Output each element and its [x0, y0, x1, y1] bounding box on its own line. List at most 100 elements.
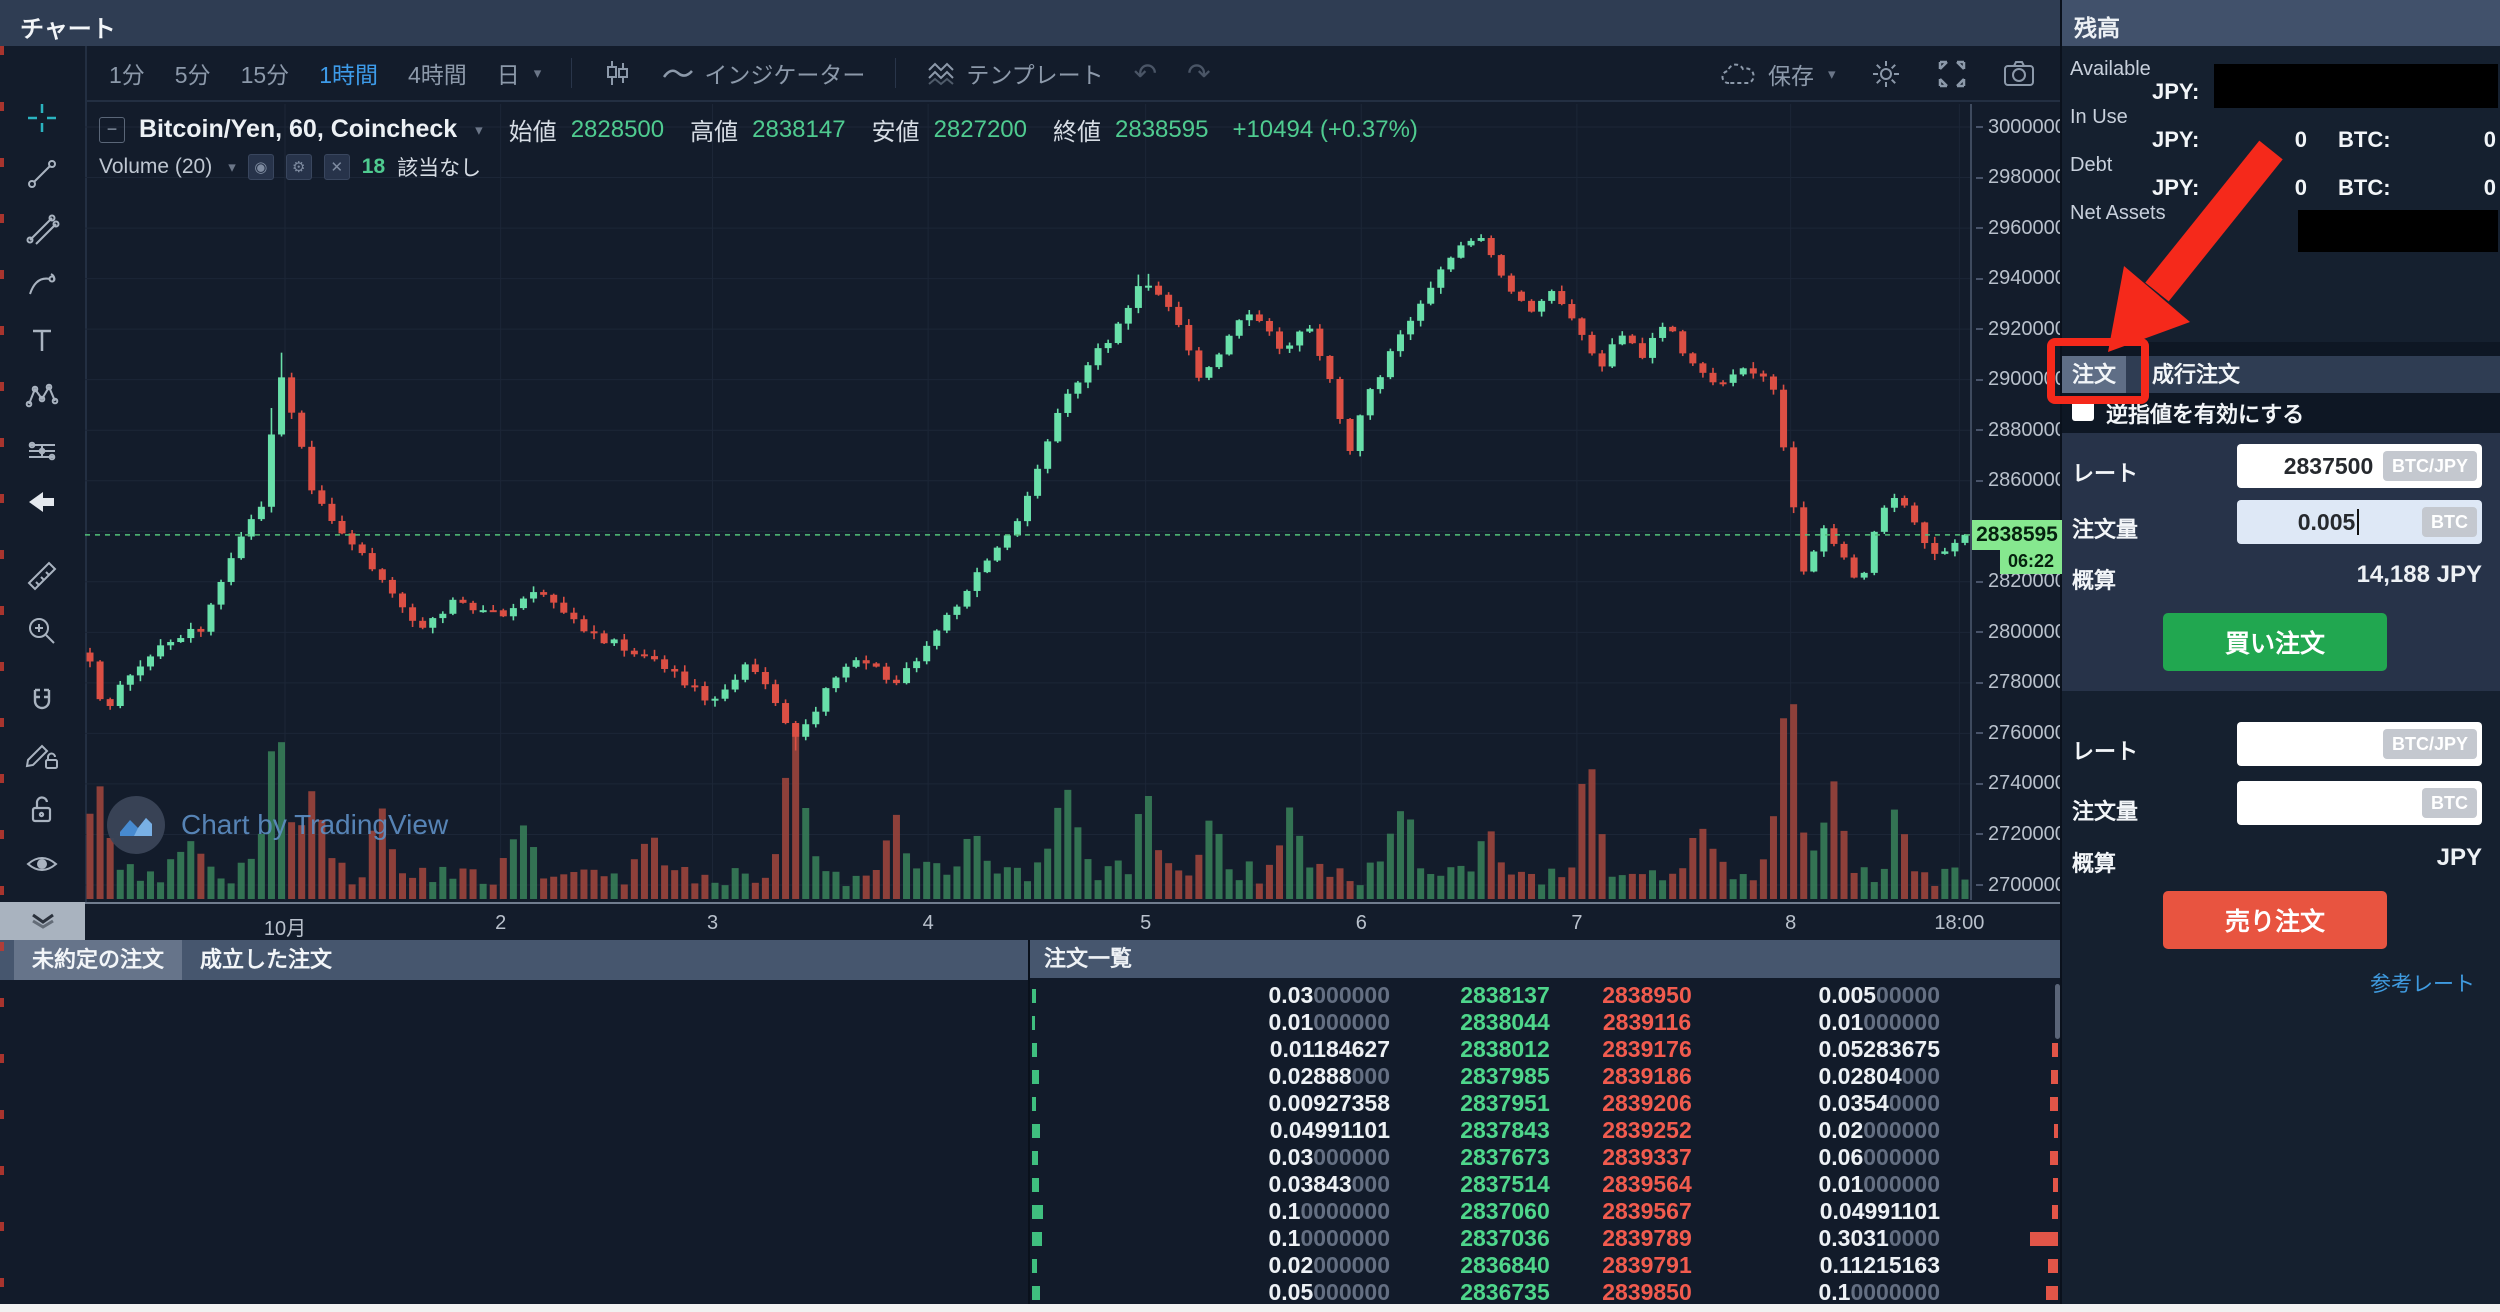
ask-depth-bar: [2050, 1151, 2058, 1165]
buy-order-button[interactable]: 買い注文: [2163, 613, 2387, 671]
timeframe-15min[interactable]: 15分: [240, 62, 290, 88]
fullscreen-icon[interactable]: [1936, 58, 1968, 90]
time-tick: 2: [495, 912, 507, 934]
bid-price[interactable]: 2837985: [1460, 1063, 1550, 1089]
bid-depth-bar: [1032, 1070, 1039, 1084]
bid-price[interactable]: 2837843: [1460, 1117, 1550, 1143]
stop-limit-checkbox[interactable]: [2072, 399, 2094, 421]
bid-price[interactable]: 2837673: [1460, 1144, 1550, 1170]
time-tick: 7: [1571, 912, 1583, 934]
trendline-tool-icon[interactable]: [24, 156, 60, 192]
text-tool-icon[interactable]: [24, 323, 60, 359]
order-book-row[interactable]: 0.10000000 2837060 2839567 0.04991101: [1030, 1198, 2060, 1225]
sell-rate-input[interactable]: BTC/JPY: [2237, 722, 2482, 766]
template-button[interactable]: テンプレート: [926, 56, 1104, 90]
ask-price[interactable]: 2839252: [1602, 1117, 1692, 1143]
order-book-scrollbar[interactable]: [2055, 984, 2060, 1039]
order-book-row[interactable]: 0.03000000 2838137 2838950 0.00500000: [1030, 982, 2060, 1009]
order-book-row[interactable]: 0.02888000 2837985 2839186 0.02804000: [1030, 1063, 2060, 1090]
ask-price[interactable]: 2839206: [1602, 1090, 1692, 1116]
indicator-visibility-icon[interactable]: ◉: [247, 154, 274, 180]
sell-order-button[interactable]: 売り注文: [2163, 891, 2387, 949]
order-book-row[interactable]: 0.01184627 2838012 2839176 0.05283675: [1030, 1036, 2060, 1063]
order-book-row[interactable]: 0.00927358 2837951 2839206 0.03540000: [1030, 1090, 2060, 1117]
bid-size: 0.01000000: [1268, 1009, 1390, 1035]
bid-price[interactable]: 2838137: [1460, 982, 1550, 1008]
ask-price[interactable]: 2839791: [1602, 1252, 1692, 1278]
bid-price[interactable]: 2837036: [1460, 1225, 1550, 1251]
indicator-settings-icon[interactable]: ⚙: [285, 154, 312, 180]
hide-drawings-eye-icon[interactable]: [24, 846, 60, 882]
indicator-remove-icon[interactable]: ✕: [323, 154, 350, 180]
ask-price[interactable]: 2839186: [1602, 1063, 1692, 1089]
price-axis[interactable]: 3000000 2980000 2960000 2940000 2920000 29000…: [1970, 104, 2066, 900]
timeframe-1min[interactable]: 1分: [109, 62, 145, 88]
save-button[interactable]: 保存 ▾: [1720, 57, 1836, 91]
unlock-icon[interactable]: [24, 792, 60, 828]
ask-price[interactable]: 2838950: [1602, 982, 1692, 1008]
indicators-button[interactable]: インジケーター: [662, 56, 865, 90]
time-axis[interactable]: 10月 2 3 4 5 6 7 8 18:00: [85, 902, 2060, 942]
back-arrow-icon[interactable]: [24, 484, 60, 520]
ask-price[interactable]: 2839176: [1602, 1036, 1692, 1062]
magnet-icon[interactable]: [24, 683, 60, 719]
order-book-row[interactable]: 0.01000000 2838044 2839116 0.01000000: [1030, 1009, 2060, 1036]
brush-tool-icon[interactable]: [24, 268, 60, 304]
timeframe-4hour[interactable]: 4時間: [407, 62, 467, 88]
buy-amount-input[interactable]: 0.005 BTC: [2237, 500, 2482, 544]
buy-rate-input[interactable]: 2837500 BTC/JPY: [2237, 444, 2482, 488]
ask-price[interactable]: 2839567: [1602, 1198, 1692, 1224]
timeframe-1hour[interactable]: 1時間: [319, 62, 378, 88]
drawing-lock-icon[interactable]: [24, 738, 60, 774]
collapse-panel-button[interactable]: [0, 902, 85, 940]
tab-market-order[interactable]: 成行注文: [2151, 362, 2240, 387]
bid-price[interactable]: 2837060: [1460, 1198, 1550, 1224]
tab-limit-order[interactable]: 注文: [2062, 356, 2126, 393]
tradingview-attribution[interactable]: Chart by TradingView: [107, 796, 448, 854]
order-book-row[interactable]: 0.10000000 2837036 2839789 0.30310000: [1030, 1225, 2060, 1252]
collapse-legend-icon[interactable]: −: [99, 116, 125, 143]
bid-price[interactable]: 2837514: [1460, 1171, 1550, 1197]
bid-price[interactable]: 2838044: [1460, 1009, 1550, 1035]
ask-price[interactable]: 2839850: [1602, 1279, 1692, 1305]
order-book-row[interactable]: 0.05000000 2836735 2839850 0.10000000: [1030, 1279, 2060, 1306]
timeframe-day[interactable]: 日: [496, 62, 520, 88]
order-book-row[interactable]: 0.04991101 2837843 2839252 0.02000000: [1030, 1117, 2060, 1144]
ask-size: 0.06000000: [1818, 1144, 1940, 1170]
camera-screenshot-icon[interactable]: [2002, 59, 2036, 89]
chevron-down-icon: ▾: [228, 159, 236, 176]
undo-icon[interactable]: ↶: [1133, 57, 1158, 89]
chart-area[interactable]: − Bitcoin/Yen, 60, Coincheck ▾ 始値 2828500…: [85, 104, 1970, 900]
symbol-title[interactable]: Bitcoin/Yen, 60, Coincheck: [139, 115, 458, 143]
ask-price[interactable]: 2839337: [1602, 1144, 1692, 1170]
redo-icon[interactable]: ↷: [1187, 57, 1211, 89]
chart-style-candles-icon[interactable]: [602, 58, 632, 88]
ask-price[interactable]: 2839789: [1602, 1225, 1692, 1251]
order-book-row[interactable]: 0.03000000 2837673 2839337 0.06000000: [1030, 1144, 2060, 1171]
sell-amount-input[interactable]: BTC: [2237, 781, 2482, 825]
ask-price[interactable]: 2839116: [1602, 1009, 1692, 1035]
bid-price[interactable]: 2838012: [1460, 1036, 1550, 1062]
prediction-position-tool-icon[interactable]: [24, 433, 60, 469]
xabcd-pattern-tool-icon[interactable]: [24, 378, 60, 414]
volume-indicator-label[interactable]: Volume (20): [99, 155, 213, 178]
settings-gear-icon[interactable]: [1870, 58, 1902, 90]
crosshair-tool-icon[interactable]: [24, 100, 60, 136]
bid-price[interactable]: 2837951: [1460, 1090, 1550, 1116]
timeframe-day-dropdown[interactable]: 日 ▾: [497, 56, 542, 90]
bid-price[interactable]: 2836735: [1460, 1279, 1550, 1305]
order-book-row[interactable]: 0.03843000 2837514 2839564 0.01000000: [1030, 1171, 2060, 1198]
order-book-row[interactable]: 0.02000000 2836840 2839791 0.11215163: [1030, 1252, 2060, 1279]
measure-ruler-icon[interactable]: [24, 558, 60, 594]
ask-price[interactable]: 2839564: [1602, 1171, 1692, 1197]
candlestick-chart[interactable]: [85, 104, 1970, 900]
tab-open-orders[interactable]: 未約定の注文: [14, 940, 183, 980]
bid-size: 0.03000000: [1268, 982, 1390, 1008]
reference-rate-link[interactable]: 参考レート: [2370, 973, 2475, 996]
timeframe-5min[interactable]: 5分: [174, 62, 211, 88]
zoom-in-icon[interactable]: [24, 613, 60, 649]
gann-fib-tool-icon[interactable]: [24, 212, 60, 248]
bid-price[interactable]: 2836840: [1460, 1252, 1550, 1278]
tab-filled-orders[interactable]: 成立した注文: [200, 947, 333, 972]
